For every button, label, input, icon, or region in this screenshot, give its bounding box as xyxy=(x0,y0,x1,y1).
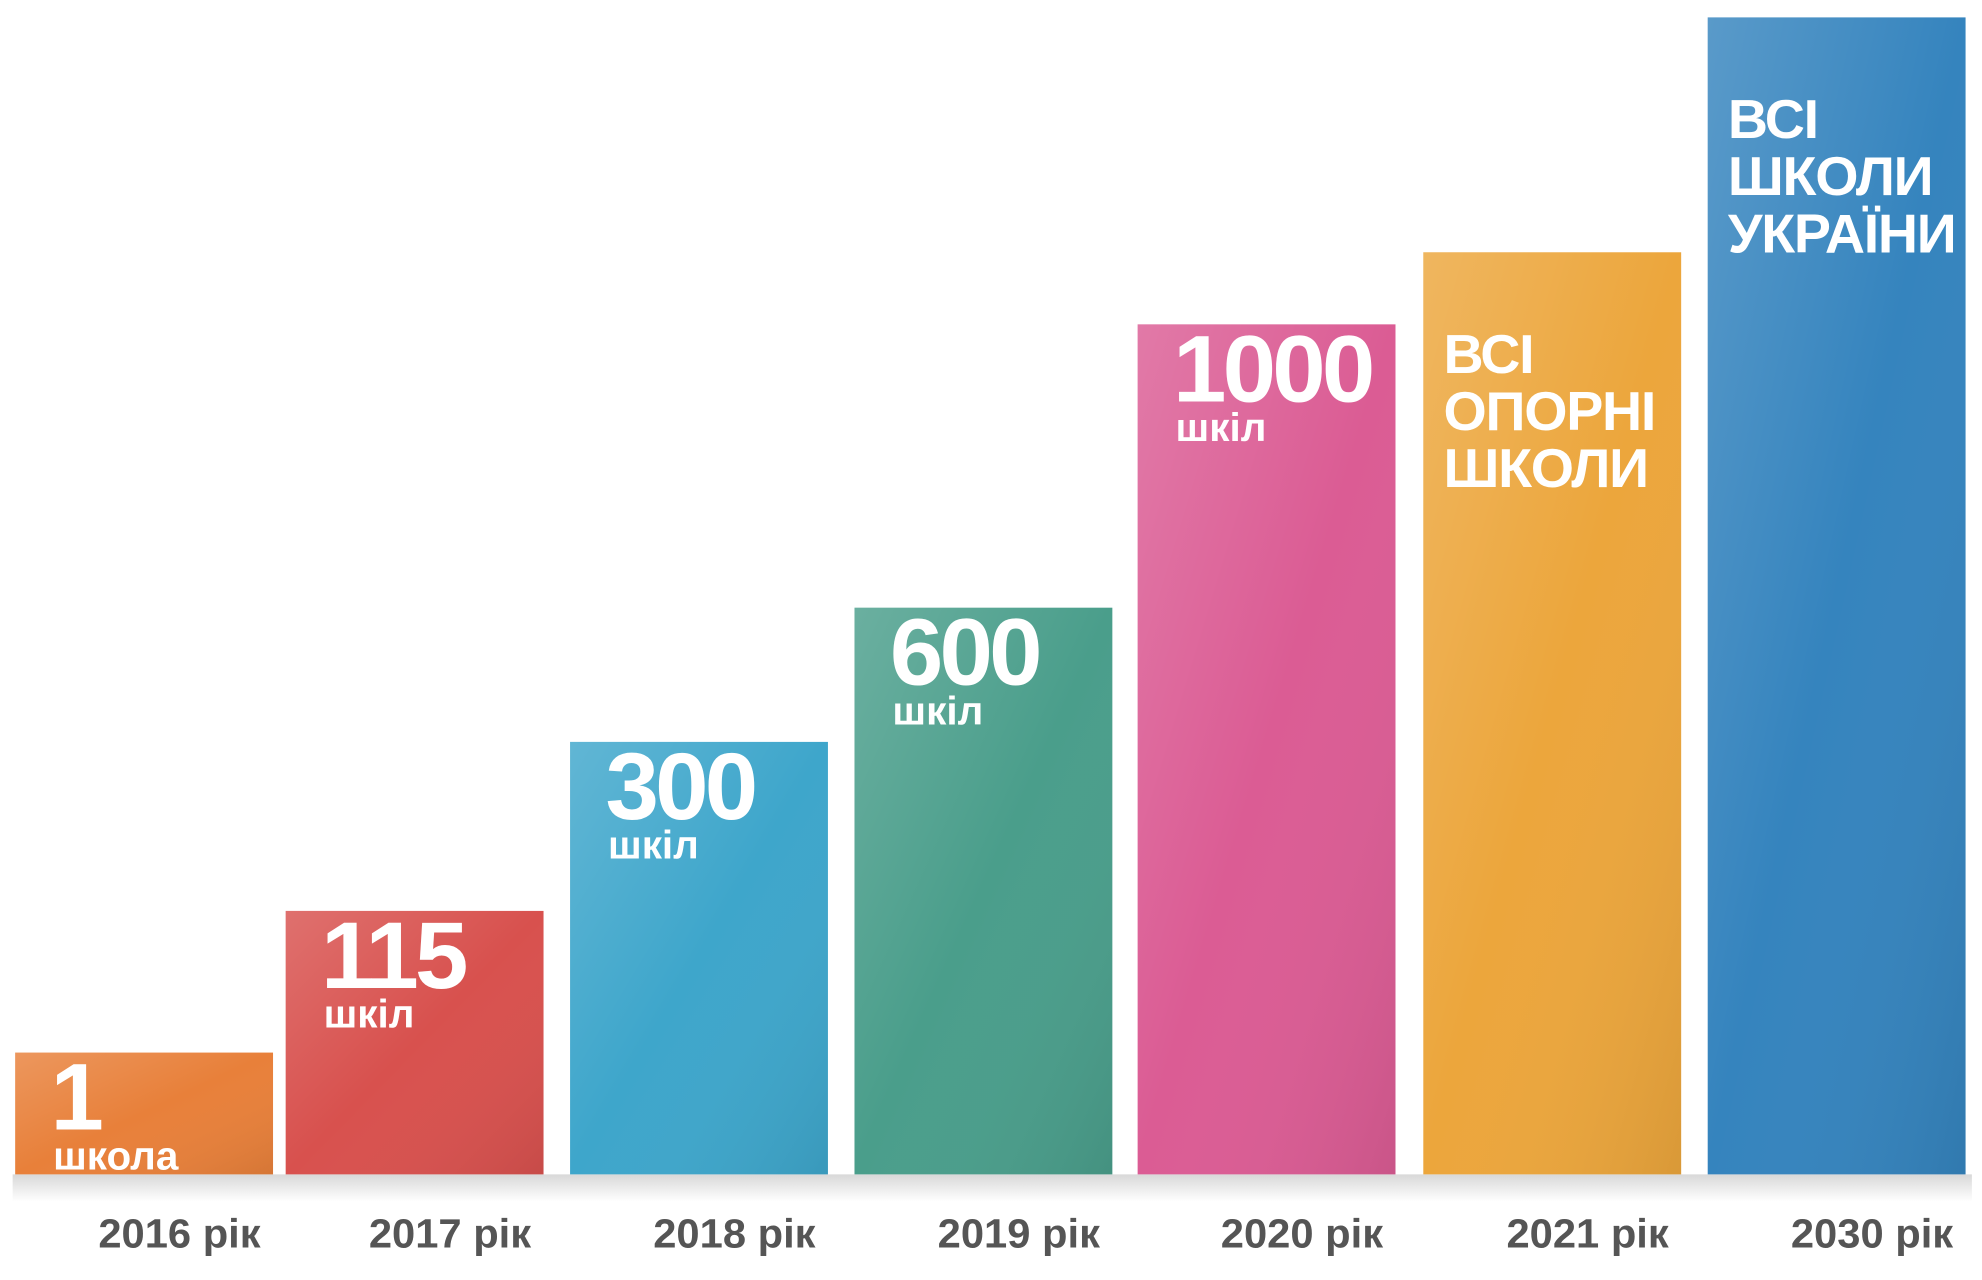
year-label: 2018 рік xyxy=(653,1211,816,1257)
bar-unit: шкіл xyxy=(892,690,983,734)
bar-shine xyxy=(1423,252,1682,1175)
base-shadow xyxy=(12,1174,1972,1202)
year-label: 2030 рік xyxy=(1791,1211,1954,1257)
bar-number: 300 xyxy=(605,735,755,840)
bar-number: 115 xyxy=(321,904,466,1009)
bar-line: УКРАЇНИ xyxy=(1728,203,1956,264)
year-label: 2020 рік xyxy=(1221,1211,1384,1257)
bar-unit: шкіл xyxy=(1176,406,1267,450)
bar-line: ШКОЛИ xyxy=(1728,146,1932,207)
bar-number: 1000 xyxy=(1173,317,1372,422)
bar-unit: шкіл xyxy=(608,824,699,868)
bar-shine xyxy=(1707,17,1966,1175)
year-label: 2021 рік xyxy=(1506,1211,1669,1257)
bar-shine xyxy=(15,1052,274,1175)
bar-shine xyxy=(854,607,1113,1175)
year-label: 2019 рік xyxy=(938,1211,1101,1257)
bar-unit: школа xyxy=(53,1135,179,1179)
bar-line: ШКОЛИ xyxy=(1444,438,1648,499)
bar-shine xyxy=(570,741,828,1175)
year-label: 2016 рік xyxy=(98,1211,261,1257)
bar-number: 1 xyxy=(51,1045,102,1150)
bar-unit: шкіл xyxy=(324,993,415,1037)
bar-shine xyxy=(285,910,544,1175)
bar-line: ВСІ xyxy=(1444,323,1534,384)
bar-number: 600 xyxy=(890,600,1040,705)
year-label: 2017 рік xyxy=(369,1211,532,1257)
bar-shine xyxy=(1137,324,1396,1175)
bar-line: ВСІ xyxy=(1728,88,1818,149)
bar-line: ОПОРНІ xyxy=(1444,380,1656,441)
